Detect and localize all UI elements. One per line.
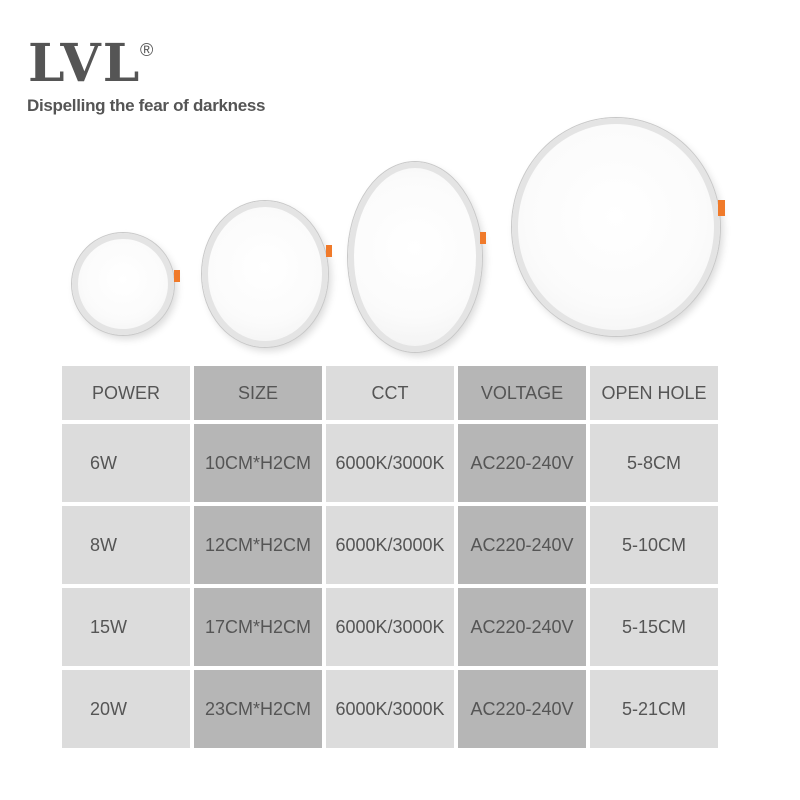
cell-power: 6W <box>62 424 190 502</box>
header-cct: CCT <box>326 366 454 420</box>
cell-open-hole: 5-8CM <box>590 424 718 502</box>
spring-clip <box>718 200 725 216</box>
table-row: 6W 10CM*H2CM 6000K/3000K AC220-240V 5-8C… <box>62 424 718 502</box>
panel-light-6w <box>72 233 174 335</box>
header-power: POWER <box>62 366 190 420</box>
cell-open-hole: 5-21CM <box>590 670 718 748</box>
cell-cct: 6000K/3000K <box>326 670 454 748</box>
cell-voltage: AC220-240V <box>458 424 586 502</box>
header-voltage: VOLTAGE <box>458 366 586 420</box>
spring-clip <box>326 245 332 257</box>
cell-open-hole: 5-10CM <box>590 506 718 584</box>
header-open-hole: OPEN HOLE <box>590 366 718 420</box>
cell-size: 17CM*H2CM <box>194 588 322 666</box>
cell-voltage: AC220-240V <box>458 506 586 584</box>
brand-logo: LVL <box>28 33 142 94</box>
cell-cct: 6000K/3000K <box>326 506 454 584</box>
cell-power: 15W <box>62 588 190 666</box>
table-row: 8W 12CM*H2CM 6000K/3000K AC220-240V 5-10… <box>62 506 718 584</box>
spec-table: POWER SIZE CCT VOLTAGE OPEN HOLE 6W 10CM… <box>58 362 722 752</box>
cell-cct: 6000K/3000K <box>326 588 454 666</box>
cell-size: 10CM*H2CM <box>194 424 322 502</box>
panel-light-8w <box>202 201 328 347</box>
cell-voltage: AC220-240V <box>458 588 586 666</box>
cell-size: 23CM*H2CM <box>194 670 322 748</box>
cell-power: 20W <box>62 670 190 748</box>
panel-light-20w <box>512 118 720 336</box>
cell-open-hole: 5-15CM <box>590 588 718 666</box>
cell-size: 12CM*H2CM <box>194 506 322 584</box>
brand-tagline: Dispelling the fear of darkness <box>27 96 266 115</box>
spring-clip <box>174 270 180 282</box>
cell-voltage: AC220-240V <box>458 670 586 748</box>
registered-mark: ® <box>140 40 154 60</box>
table-row: 15W 17CM*H2CM 6000K/3000K AC220-240V 5-1… <box>62 588 718 666</box>
cell-power: 8W <box>62 506 190 584</box>
panel-light-15w <box>348 162 482 352</box>
cell-cct: 6000K/3000K <box>326 424 454 502</box>
header-size: SIZE <box>194 366 322 420</box>
table-row: 20W 23CM*H2CM 6000K/3000K AC220-240V 5-2… <box>62 670 718 748</box>
table-header-row: POWER SIZE CCT VOLTAGE OPEN HOLE <box>62 366 718 420</box>
spring-clip <box>480 232 486 244</box>
